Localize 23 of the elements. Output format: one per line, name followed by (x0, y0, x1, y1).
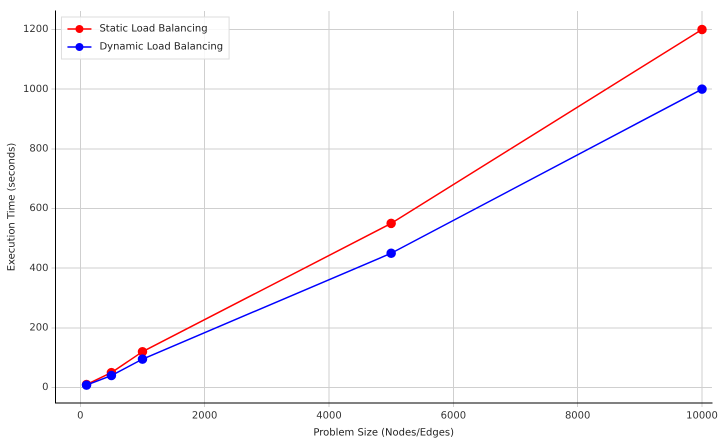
x-axis-title: Problem Size (Nodes/Edges) (313, 428, 454, 439)
point (106, 370, 116, 380)
x-tick-label: 2000 (192, 410, 218, 422)
point (386, 248, 396, 258)
point (386, 218, 396, 228)
y-tick-label: 400 (29, 262, 48, 274)
y-tick-label: 800 (29, 143, 48, 154)
legend-label: Static Load Balancing (99, 24, 208, 35)
y-axis-title: Execution Time (seconds) (6, 142, 18, 272)
point (697, 84, 707, 94)
y-tick-label: 200 (29, 322, 48, 334)
legend-label: Dynamic Load Balancing (99, 42, 224, 53)
point (697, 24, 707, 34)
x-tick-label: 10000 (686, 410, 718, 422)
x-tick-label: 8000 (564, 410, 590, 422)
x-tick-label: 4000 (316, 410, 342, 422)
x-tick-label: 0 (77, 410, 84, 422)
point (138, 354, 148, 364)
y-tick-label: 0 (42, 382, 48, 394)
y-tick-label: 1000 (22, 84, 48, 95)
y-tick-label: 600 (29, 203, 48, 214)
x-tick-label: 6000 (440, 410, 466, 422)
y-tick-label: 1200 (22, 24, 48, 36)
